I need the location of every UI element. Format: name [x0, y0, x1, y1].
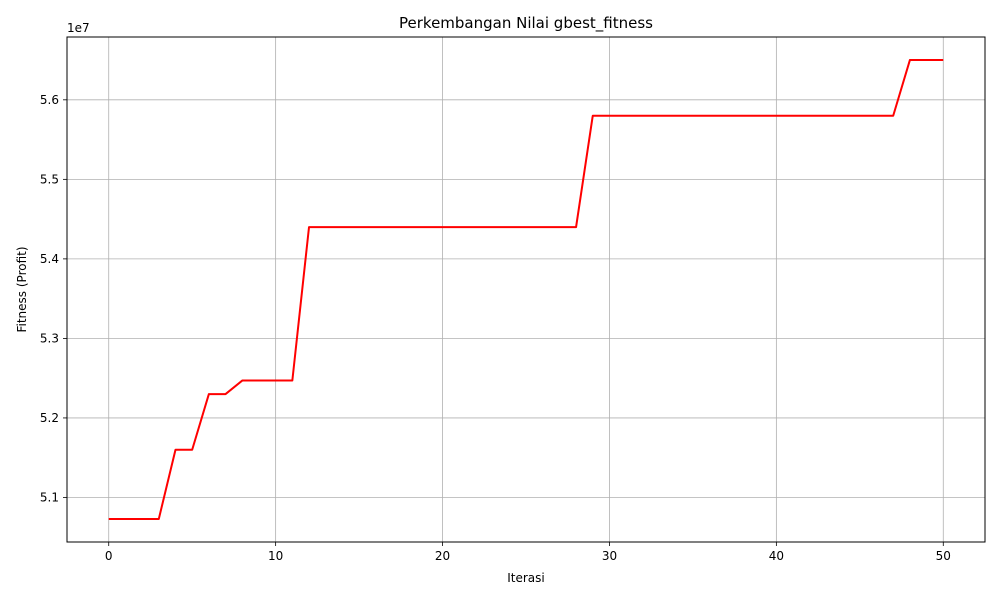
- x-tick-label: 20: [435, 549, 450, 563]
- x-tick-label: 10: [268, 549, 283, 563]
- x-axis-label: Iterasi: [507, 571, 545, 585]
- axis-ticks: 0 10 20 30 40 50 5.1 5.2 5.3 5.4 5.5 5.6: [40, 93, 951, 563]
- x-tick-label: 0: [105, 549, 113, 563]
- y-axis-label: Fitness (Profit): [15, 246, 29, 332]
- y-tick-label: 5.3: [40, 331, 59, 345]
- x-tick-label: 50: [936, 549, 951, 563]
- y-tick-label: 5.5: [40, 172, 59, 186]
- x-tick-label: 30: [602, 549, 617, 563]
- x-tick-label: 40: [769, 549, 784, 563]
- y-tick-label: 5.6: [40, 93, 59, 107]
- series-line: [108, 59, 944, 520]
- y-tick-label: 5.2: [40, 411, 59, 425]
- plot-area-frame: [66, 36, 986, 543]
- y-tick-label: 5.1: [40, 490, 59, 504]
- y-axis-offset-label: 1e7: [67, 21, 90, 35]
- series-layer: [108, 59, 944, 520]
- chart-title: Perkembangan Nilai gbest_fitness: [399, 14, 653, 33]
- grid: [67, 37, 985, 542]
- y-tick-label: 5.4: [40, 252, 59, 266]
